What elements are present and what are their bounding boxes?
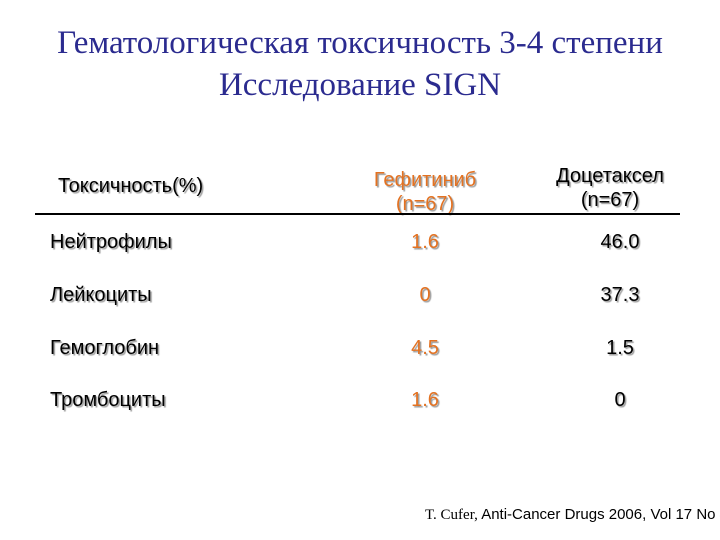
header-divider bbox=[35, 213, 680, 215]
table-row: Тромбоциты 1.6 0 bbox=[0, 386, 720, 414]
docetaxel-value: 37.3 bbox=[600, 284, 640, 306]
table-row: Нейтрофилы 1.6 46.0 bbox=[0, 228, 720, 256]
docetaxel-value: 46.0 bbox=[600, 231, 640, 253]
docetaxel-value: 1.5 bbox=[606, 337, 634, 359]
docetaxel-value: 0 bbox=[614, 389, 626, 411]
row-label: Нейтрофилы bbox=[50, 231, 172, 253]
citation-author: T. Cufer, bbox=[425, 507, 478, 523]
row-label: Гемоглобин bbox=[50, 337, 160, 359]
title-line-1: Гематологическая токсичность 3-4 степени bbox=[57, 25, 663, 61]
header-docetaxel-n: (n=67) bbox=[580, 189, 640, 211]
slide-title: Гематологическая токсичность 3-4 степени… bbox=[0, 22, 720, 106]
header-gefitinib-n: (n=67) bbox=[395, 193, 455, 215]
header-gefitinib: Гефитиниб (n=67) bbox=[320, 168, 530, 216]
header-gefitinib-name: Гефитиниб bbox=[373, 169, 477, 191]
row-label: Тромбоциты bbox=[50, 389, 166, 411]
gefitinib-value: 1.6 bbox=[411, 389, 439, 411]
header-docetaxel-name: Доцетаксел bbox=[556, 165, 664, 187]
header-docetaxel: Доцетаксел (n=67) bbox=[505, 164, 715, 212]
table-row: Гемоглобин 4.5 1.5 bbox=[0, 334, 720, 362]
table-row: Лейкоциты 0 37.3 bbox=[0, 281, 720, 309]
citation-source: Anti-Cancer Drugs 2006, Vol 17 No 4 bbox=[477, 506, 720, 523]
gefitinib-value: 4.5 bbox=[411, 337, 439, 359]
gefitinib-value: 0 bbox=[419, 284, 431, 306]
gefitinib-value: 1.6 bbox=[411, 231, 439, 253]
citation: T. Cufer, Anti-Cancer Drugs 2006, Vol 17… bbox=[425, 506, 720, 524]
row-label: Лейкоциты bbox=[50, 284, 152, 306]
header-toxicity: Токсичность(%) bbox=[58, 175, 204, 197]
title-line-2: Исследование SIGN bbox=[218, 67, 502, 103]
